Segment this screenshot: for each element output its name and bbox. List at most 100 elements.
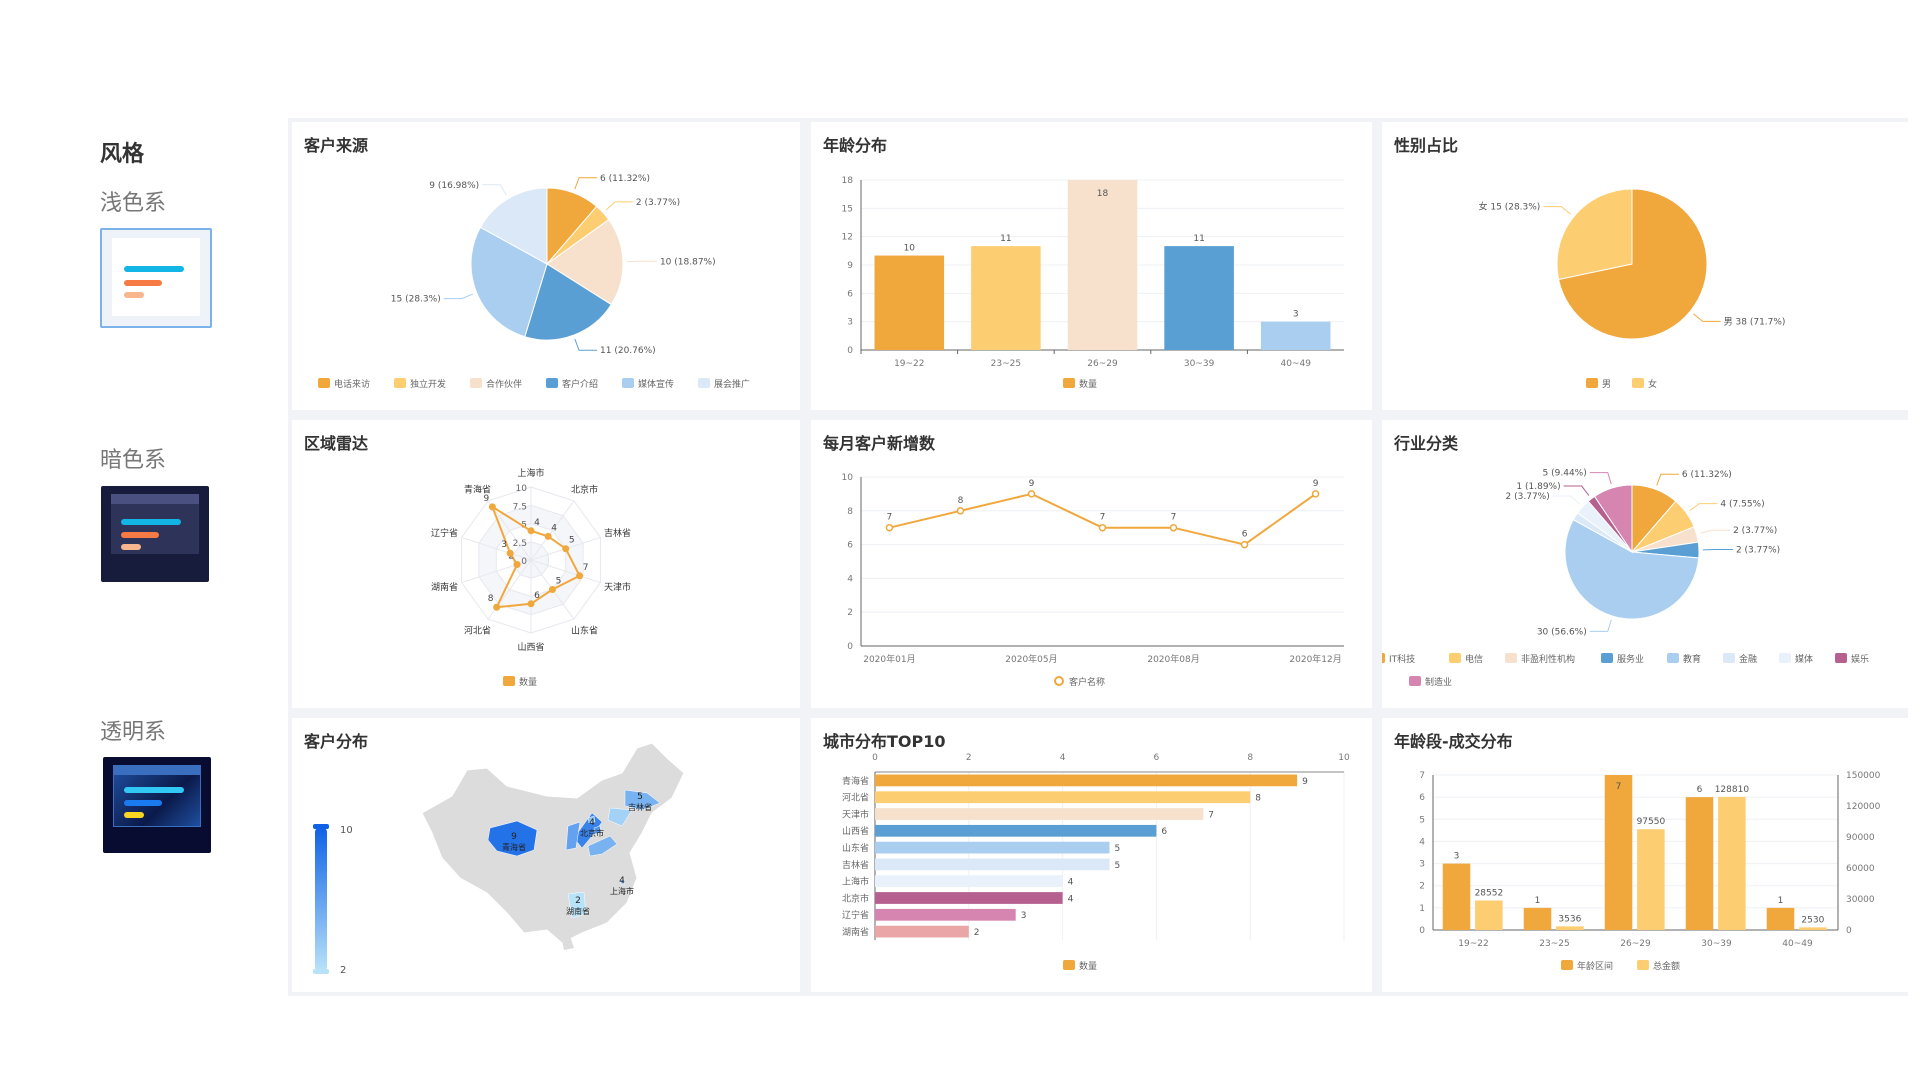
legend-swatch bbox=[470, 378, 482, 388]
point-value-label: 8 bbox=[958, 496, 964, 506]
y-tick-label: 0 bbox=[847, 346, 853, 356]
data-point bbox=[1311, 490, 1320, 498]
bar bbox=[971, 246, 1041, 350]
label-line bbox=[443, 293, 474, 300]
legend-swatch bbox=[622, 378, 634, 388]
bar-value-label: 6 bbox=[1697, 785, 1703, 795]
radar-point bbox=[493, 603, 501, 611]
y-tick-label: 6 bbox=[847, 541, 853, 551]
radar-point bbox=[544, 532, 552, 540]
radar-tick-label: 7.5 bbox=[513, 502, 527, 512]
y-tick-label: 7 bbox=[1419, 771, 1425, 781]
panel-title: 年龄分布 bbox=[823, 136, 888, 155]
pie-slice bbox=[1558, 188, 1708, 340]
bar bbox=[1523, 907, 1552, 930]
map-region-label: 吉林省 bbox=[628, 802, 652, 812]
map-region bbox=[593, 825, 602, 835]
bar bbox=[1260, 321, 1331, 350]
data-point bbox=[1169, 523, 1178, 532]
panel-age-deal: 年龄段-成交分布 0 1 2 3 4 5 6 7 0 30000 60000 90000 120000 1… bbox=[1382, 718, 1908, 992]
radar-axis bbox=[487, 500, 532, 561]
radar-value-label: 5 bbox=[569, 536, 575, 546]
label-line bbox=[1700, 529, 1731, 534]
legend-swatch bbox=[1409, 676, 1421, 686]
bar-value-label: 6 bbox=[1161, 827, 1167, 837]
x-tick-label: 4 bbox=[1060, 753, 1066, 763]
radar-axis-label: 上海市 bbox=[517, 467, 544, 479]
pie-slice bbox=[470, 226, 548, 338]
legend-label: 客户介绍 bbox=[562, 378, 598, 390]
map-region bbox=[619, 878, 626, 885]
map-region bbox=[567, 891, 587, 919]
legend-swatch bbox=[1382, 653, 1385, 663]
label-line bbox=[1589, 619, 1612, 632]
bar-value-label: 9 bbox=[1302, 777, 1308, 787]
radar-point bbox=[548, 586, 556, 594]
style-thumb-transparent[interactable] bbox=[103, 757, 211, 853]
bar bbox=[1604, 775, 1633, 930]
map-region-value: 4 bbox=[589, 818, 595, 828]
label-line bbox=[574, 338, 598, 351]
y-tick-label: 北京市 bbox=[842, 892, 869, 904]
style-label-transparent: 透明系 bbox=[100, 720, 167, 745]
legend-label: 数量 bbox=[519, 676, 537, 688]
visual-map-min-label: 2 bbox=[340, 965, 346, 976]
style-heading: 风格 bbox=[100, 142, 145, 167]
y-tick-label: 河北省 bbox=[842, 792, 869, 804]
y-tick-label: 5 bbox=[1419, 815, 1425, 825]
data-point bbox=[956, 507, 965, 515]
bar-value-label: 5 bbox=[1115, 861, 1121, 871]
age-bar-chart: 0 3 6 9 12 15 18 10 19~22 11 23~25 18 26~29 11 30~39 3 4… bbox=[842, 176, 1344, 390]
y-tick-label: 6 bbox=[1419, 793, 1425, 803]
legend-swatch bbox=[1601, 653, 1613, 663]
bar-value-label: 2530 bbox=[1801, 915, 1824, 925]
panel-title: 区域雷达 bbox=[304, 434, 369, 453]
slice-label: 15 (28.3%) bbox=[391, 295, 441, 305]
legend-label: 电话来访 bbox=[334, 378, 370, 390]
radar-value-label: 6 bbox=[534, 591, 540, 601]
y-right-tick-label: 60000 bbox=[1846, 864, 1875, 874]
style-thumb-dark[interactable] bbox=[101, 486, 209, 582]
legend-swatch bbox=[1063, 378, 1075, 388]
y-right-tick-label: 0 bbox=[1846, 926, 1852, 936]
radar-point bbox=[513, 561, 521, 569]
x-tick-label: 2 bbox=[966, 753, 972, 763]
legend-marker bbox=[1054, 676, 1064, 686]
legend-label: 客户名称 bbox=[1069, 676, 1105, 688]
bar-value-label: 3 bbox=[1021, 911, 1027, 921]
legend-label: 媒体宣传 bbox=[638, 378, 674, 390]
x-tick-label: 10 bbox=[1338, 753, 1350, 763]
city-bar-chart: 0 2 4 6 8 10 9 青海省 8 河北省 7 天津市 6 山西省 5 山东省 5 吉林省 4 上海市 4 北京市 3… bbox=[842, 753, 1350, 972]
legend-swatch bbox=[1637, 960, 1649, 970]
y-tick-label: 辽宁省 bbox=[842, 909, 869, 921]
label-line bbox=[1693, 313, 1721, 322]
legend-swatch bbox=[503, 676, 515, 686]
radar-axis-label: 河北省 bbox=[464, 624, 491, 636]
customer-source-pie-chart: 6 (11.32%) 2 (3.77%) 10 (18.87%) 11 (20.76%… bbox=[318, 174, 750, 390]
panel-gender-ratio: 性别占比 男 38 (71.7%) 女 15 (28.3%) 男 女 bbox=[1382, 122, 1908, 410]
legend-label: 媒体 bbox=[1795, 653, 1813, 665]
legend-label: 独立开发 bbox=[410, 378, 446, 390]
map-region-label: 青海省 bbox=[502, 842, 526, 852]
radar-value-label: 8 bbox=[488, 594, 494, 604]
map-region-label: 北京市 bbox=[580, 828, 604, 838]
panel-customer-map: 客户分布 10 2 9 青海省 5 吉林省 4 上海市 4 北京市 2 湖南省 bbox=[292, 718, 800, 992]
radar-axis-label: 辽宁省 bbox=[431, 527, 458, 539]
radar-axis bbox=[530, 559, 601, 584]
x-tick-label: 30~39 bbox=[1701, 939, 1732, 949]
legend-label: 金融 bbox=[1739, 653, 1757, 665]
label-line bbox=[1689, 503, 1718, 512]
bar-value-label: 1 bbox=[1778, 896, 1784, 906]
panel-title: 客户来源 bbox=[304, 136, 369, 155]
radar-value-label: 9 bbox=[484, 494, 490, 504]
legend-swatch bbox=[1632, 378, 1644, 388]
panel-title: 年龄段-成交分布 bbox=[1394, 732, 1513, 751]
y-tick-label: 4 bbox=[847, 574, 853, 584]
style-thumb-light[interactable] bbox=[100, 228, 212, 328]
y-right-tick-label: 30000 bbox=[1846, 895, 1875, 905]
map-region-value: 2 bbox=[575, 896, 581, 906]
y-right-tick-label: 120000 bbox=[1846, 802, 1881, 812]
visual-map-handle-min bbox=[313, 969, 329, 974]
